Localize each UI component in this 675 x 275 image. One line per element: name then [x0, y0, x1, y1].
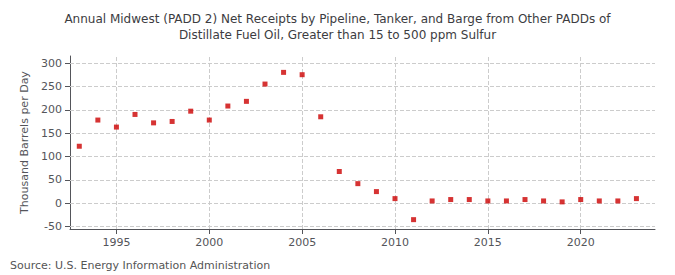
svg-text:Thousand Barrels per Day: Thousand Barrels per Day — [18, 71, 31, 215]
svg-text:2000: 2000 — [195, 236, 223, 249]
svg-text:Distillate Fuel Oil, Greater t: Distillate Fuel Oil, Greater than 15 to … — [179, 28, 496, 42]
svg-text:Annual Midwest (PADD 2) Net Re: Annual Midwest (PADD 2) Net Receipts by … — [64, 12, 611, 26]
svg-text:250: 250 — [41, 80, 62, 93]
svg-text:2015: 2015 — [474, 236, 502, 249]
svg-text:2005: 2005 — [288, 236, 316, 249]
svg-text:100: 100 — [41, 150, 62, 163]
svg-text:200: 200 — [41, 103, 62, 116]
svg-text:1995: 1995 — [102, 236, 130, 249]
svg-text:Source: U.S. Energy Informatio: Source: U.S. Energy Information Administ… — [10, 259, 270, 272]
svg-text:50: 50 — [48, 173, 62, 186]
svg-text:-50: -50 — [44, 220, 62, 233]
svg-text:150: 150 — [41, 127, 62, 140]
svg-text:300: 300 — [41, 57, 62, 70]
svg-text:2010: 2010 — [381, 236, 409, 249]
svg-text:0: 0 — [55, 197, 62, 210]
svg-text:2020: 2020 — [567, 236, 595, 249]
